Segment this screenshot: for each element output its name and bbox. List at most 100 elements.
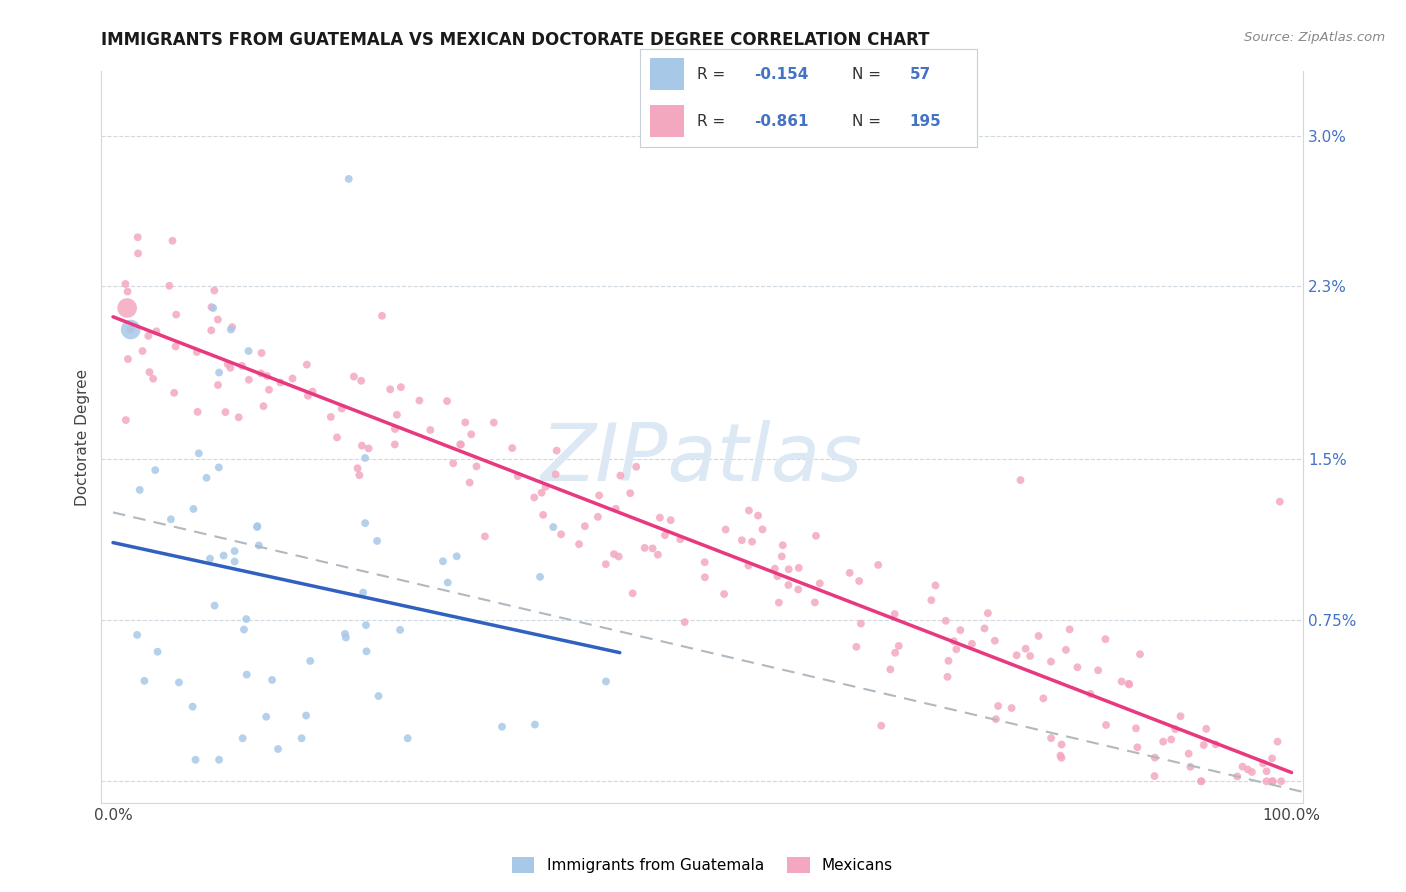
Point — [1232, 759, 1254, 773]
Point — [768, 596, 790, 610]
Point — [295, 358, 318, 372]
Point — [131, 344, 153, 359]
Point — [187, 405, 209, 419]
Point — [367, 689, 389, 703]
Point — [195, 471, 218, 485]
Point — [1256, 774, 1278, 789]
Point — [330, 401, 353, 416]
Point — [973, 622, 995, 636]
Point — [354, 516, 377, 530]
Point — [142, 372, 165, 386]
Point — [256, 368, 278, 383]
Point — [1170, 709, 1192, 723]
Point — [506, 469, 529, 483]
Text: R =: R = — [697, 114, 730, 129]
Point — [389, 380, 412, 394]
Point — [804, 529, 827, 543]
Point — [482, 416, 505, 430]
Point — [224, 544, 246, 558]
Point — [868, 558, 890, 572]
Point — [224, 555, 246, 569]
Point — [588, 488, 610, 502]
Point — [1143, 750, 1166, 764]
Point — [673, 615, 696, 629]
Point — [1015, 641, 1038, 656]
Point — [238, 344, 260, 359]
Point — [550, 527, 572, 541]
Point — [200, 300, 222, 314]
Point — [247, 538, 270, 552]
Point — [883, 607, 905, 621]
Point — [254, 710, 277, 724]
FancyBboxPatch shape — [650, 105, 683, 137]
Point — [450, 437, 472, 451]
Point — [384, 437, 406, 451]
Point — [1189, 774, 1212, 789]
Point — [1049, 748, 1071, 763]
Point — [165, 308, 187, 322]
Point — [1126, 740, 1149, 755]
Point — [1160, 732, 1182, 747]
Point — [574, 519, 596, 533]
Point — [333, 627, 356, 641]
Point — [1118, 677, 1140, 691]
Text: IMMIGRANTS FROM GUATEMALA VS MEXICAN DOCTORATE DEGREE CORRELATION CHART: IMMIGRANTS FROM GUATEMALA VS MEXICAN DOC… — [101, 31, 929, 49]
Point — [419, 423, 441, 437]
Point — [1066, 660, 1088, 674]
Point — [235, 667, 257, 681]
Point — [737, 558, 759, 573]
Text: -0.861: -0.861 — [755, 114, 808, 129]
Point — [212, 549, 235, 563]
Point — [232, 731, 254, 746]
Point — [1189, 774, 1212, 789]
Point — [117, 285, 139, 299]
Point — [848, 574, 870, 588]
Point — [167, 675, 190, 690]
Point — [146, 645, 169, 659]
Point — [763, 562, 786, 576]
Point — [924, 578, 946, 592]
Point — [1019, 648, 1042, 663]
Point — [346, 461, 368, 475]
Point — [389, 623, 412, 637]
Point — [938, 654, 960, 668]
Point — [1000, 701, 1022, 715]
Point — [436, 575, 458, 590]
Point — [385, 408, 408, 422]
Point — [138, 365, 160, 379]
Point — [1256, 764, 1278, 779]
Point — [1164, 722, 1187, 736]
Point — [1118, 677, 1140, 691]
Point — [544, 467, 567, 482]
Point — [260, 673, 283, 687]
Point — [529, 570, 551, 584]
Point — [731, 533, 754, 548]
Point — [366, 533, 388, 548]
Point — [738, 503, 761, 517]
Point — [396, 731, 419, 746]
Text: 195: 195 — [910, 114, 942, 129]
Point — [115, 301, 138, 315]
Point — [297, 389, 319, 403]
Point — [269, 376, 291, 390]
Point — [208, 753, 231, 767]
Point — [252, 399, 274, 413]
Point — [343, 369, 366, 384]
Point — [356, 644, 378, 658]
Point — [352, 585, 374, 599]
Point — [619, 486, 641, 500]
Point — [335, 631, 357, 645]
Point — [977, 606, 1000, 620]
Point — [202, 301, 225, 315]
Point — [208, 366, 231, 380]
Point — [1010, 473, 1032, 487]
Point — [1039, 655, 1062, 669]
Point — [1261, 751, 1284, 765]
Point — [474, 529, 496, 543]
Point — [250, 367, 273, 381]
Point — [458, 475, 481, 490]
Point — [160, 512, 183, 526]
Point — [879, 662, 901, 676]
FancyBboxPatch shape — [650, 58, 683, 90]
Point — [1050, 751, 1073, 765]
